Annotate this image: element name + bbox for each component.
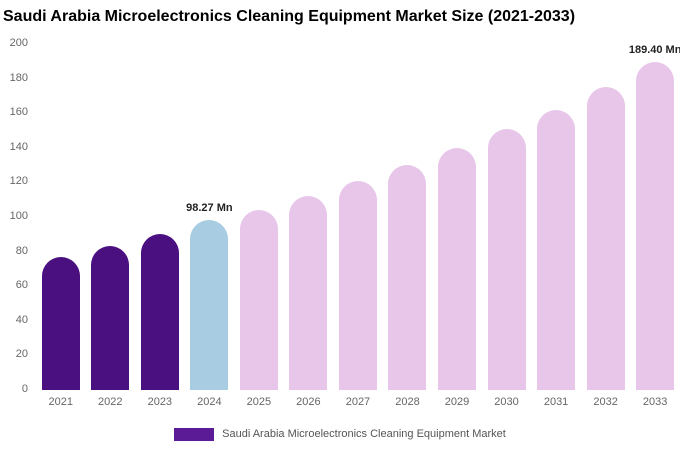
bar bbox=[388, 165, 427, 390]
y-tick-label: 20 bbox=[15, 348, 28, 361]
bar-column bbox=[383, 44, 433, 390]
y-tick-label: 100 bbox=[9, 210, 28, 222]
x-tick-label: 2024 bbox=[197, 396, 222, 408]
bar-column bbox=[36, 44, 86, 390]
bar-column bbox=[284, 44, 334, 390]
y-tick-label: 40 bbox=[15, 313, 28, 326]
y-tick-label: 200 bbox=[9, 37, 28, 49]
bar bbox=[140, 234, 179, 390]
bar-value-label: 98.27 Mn bbox=[186, 202, 233, 214]
x-tick-label: 2031 bbox=[543, 396, 569, 408]
bar bbox=[289, 196, 328, 390]
legend: Saudi Arabia Microelectronics Cleaning E… bbox=[0, 424, 680, 444]
x-tick-label: 2026 bbox=[296, 396, 321, 408]
x-tick-label: 2030 bbox=[494, 396, 519, 408]
x-tick-label: 2025 bbox=[246, 396, 272, 408]
bar-column bbox=[333, 44, 383, 390]
bar-column bbox=[581, 44, 631, 390]
chart-title: Saudi Arabia Microelectronics Cleaning E… bbox=[3, 8, 576, 25]
bar-column: 189.40 Mn bbox=[628, 44, 680, 390]
x-tick-label: 2022 bbox=[98, 396, 123, 408]
bar bbox=[239, 210, 278, 390]
y-tick-label: 120 bbox=[9, 175, 28, 188]
bar bbox=[190, 220, 229, 390]
bar bbox=[338, 180, 377, 390]
bar bbox=[487, 128, 526, 390]
bar-column bbox=[234, 44, 284, 390]
bar bbox=[636, 62, 675, 390]
x-tick-label: 2028 bbox=[395, 396, 420, 408]
y-axis: 0 20 40 60 80 100 120 140 160 180 200 bbox=[0, 0, 30, 450]
x-tick-label: 2027 bbox=[345, 396, 371, 408]
bar-value-label: 189.40 Mn bbox=[628, 44, 680, 57]
bar bbox=[586, 87, 625, 390]
bar-column bbox=[86, 44, 136, 390]
bar-column bbox=[482, 44, 532, 390]
bar-column bbox=[135, 44, 185, 390]
legend-swatch bbox=[174, 427, 215, 441]
y-tick-label: 80 bbox=[15, 244, 28, 257]
x-tick-label: 2029 bbox=[444, 396, 470, 408]
bar-column bbox=[432, 44, 482, 390]
x-tick-label: 2021 bbox=[48, 396, 73, 408]
y-tick-label: 0 bbox=[21, 383, 28, 395]
y-tick-label: 180 bbox=[9, 71, 28, 84]
bar-column bbox=[531, 44, 581, 390]
bar bbox=[438, 147, 477, 390]
plot-area: 98.27 Mn 189.40 Mn bbox=[36, 44, 680, 390]
bar bbox=[41, 256, 80, 390]
y-tick-label: 160 bbox=[9, 106, 28, 119]
bar bbox=[537, 109, 576, 390]
x-tick-label: 2023 bbox=[147, 396, 173, 408]
bar-column: 98.27 Mn bbox=[185, 44, 235, 390]
x-tick-label: 2033 bbox=[642, 396, 668, 408]
x-axis: 2021 2022 2023 2024 2025 2026 2027 2028 2029 2030… bbox=[36, 396, 680, 412]
bar bbox=[91, 246, 130, 390]
x-tick-label: 2032 bbox=[593, 396, 618, 408]
legend-label: Saudi Arabia Microelectronics Cleaning E… bbox=[222, 428, 506, 440]
y-tick-label: 60 bbox=[15, 279, 28, 292]
y-tick-label: 140 bbox=[9, 140, 28, 153]
